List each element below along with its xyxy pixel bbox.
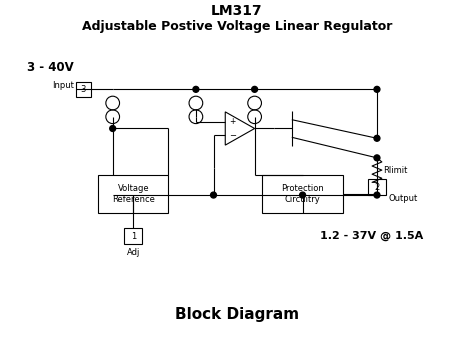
Circle shape bbox=[110, 126, 116, 131]
Bar bbox=[75, 82, 91, 97]
Text: Voltage
Reference: Voltage Reference bbox=[112, 184, 155, 204]
Bar bbox=[368, 179, 386, 195]
Bar bbox=[263, 175, 343, 213]
Text: −: − bbox=[229, 131, 236, 140]
Circle shape bbox=[374, 135, 380, 141]
Bar bbox=[125, 228, 142, 244]
Text: 1.2 - 37V @ 1.5A: 1.2 - 37V @ 1.5A bbox=[320, 231, 424, 241]
Text: Rlimit: Rlimit bbox=[383, 165, 407, 175]
Text: Protection
Circuitry: Protection Circuitry bbox=[281, 184, 324, 204]
Bar bbox=[98, 175, 168, 213]
Circle shape bbox=[374, 86, 380, 92]
Text: +: + bbox=[229, 118, 236, 126]
Circle shape bbox=[300, 192, 306, 198]
Text: 3: 3 bbox=[81, 85, 86, 94]
Text: LM317: LM317 bbox=[211, 4, 263, 18]
Circle shape bbox=[210, 192, 217, 198]
Circle shape bbox=[252, 86, 257, 92]
Text: 3 - 40V: 3 - 40V bbox=[27, 61, 73, 74]
Text: 2: 2 bbox=[374, 183, 380, 192]
Text: Block Diagram: Block Diagram bbox=[175, 307, 299, 322]
Circle shape bbox=[374, 155, 380, 161]
Circle shape bbox=[374, 192, 380, 198]
Text: Output: Output bbox=[389, 195, 418, 203]
Text: Adjustable Postive Voltage Linear Regulator: Adjustable Postive Voltage Linear Regula… bbox=[82, 20, 392, 33]
Text: 1: 1 bbox=[131, 232, 136, 241]
Circle shape bbox=[193, 86, 199, 92]
Text: Input: Input bbox=[52, 81, 73, 90]
Text: Adj: Adj bbox=[127, 248, 140, 257]
